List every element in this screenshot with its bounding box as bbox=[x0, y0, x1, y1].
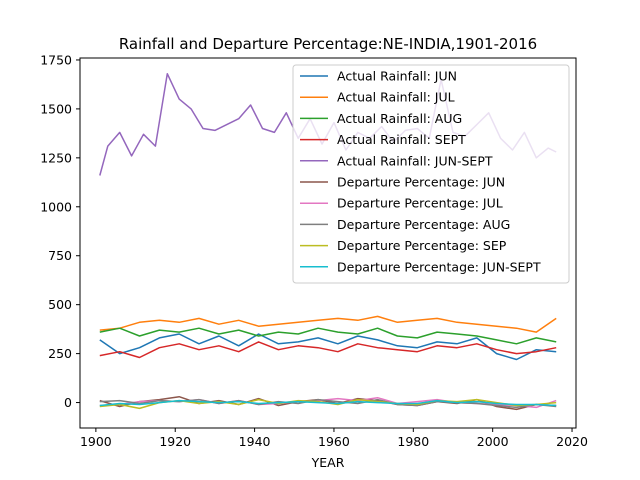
x-tick-label: 1920 bbox=[159, 434, 191, 449]
x-tick-label: 1960 bbox=[318, 434, 350, 449]
x-axis-label: YEAR bbox=[311, 455, 345, 470]
x-tick-label: 1940 bbox=[239, 434, 271, 449]
series-line-10 bbox=[99, 399, 557, 407]
x-tick-label: 2020 bbox=[556, 434, 588, 449]
series-line-3 bbox=[99, 327, 557, 345]
legend-label: Actual Rainfall: JUL bbox=[337, 90, 455, 105]
y-tick-label: 250 bbox=[48, 346, 72, 361]
plot-frame bbox=[79, 57, 577, 429]
x-axis: 1900 1920 1940 1960 1980 2000 2020 bbox=[80, 428, 588, 449]
x-tick-label: 2000 bbox=[477, 434, 509, 449]
legend-label: Actual Rainfall: AUG bbox=[337, 111, 462, 126]
y-tick-label: 1500 bbox=[40, 101, 72, 116]
series-line-2 bbox=[99, 315, 557, 333]
y-tick-label: 0 bbox=[64, 395, 72, 410]
y-axis: 0 250 500 750 1000 1250 1500 1750 bbox=[40, 52, 80, 410]
legend-label: Departure Percentage: JUL bbox=[337, 196, 503, 211]
legend: Actual Rainfall: JUN Actual Rainfall: JUL… bbox=[292, 64, 570, 284]
y-tick-label: 1000 bbox=[40, 199, 72, 214]
legend-label: Actual Rainfall: JUN-SEPT bbox=[337, 153, 493, 168]
legend-label: Departure Percentage: JUN-SEPT bbox=[337, 259, 541, 274]
series-line-4 bbox=[99, 341, 557, 359]
series-line-1 bbox=[99, 333, 557, 361]
y-tick-label: 500 bbox=[48, 297, 72, 312]
x-tick-label: 1900 bbox=[80, 434, 112, 449]
y-tick-label: 1750 bbox=[40, 52, 72, 67]
y-tick-label: 750 bbox=[48, 248, 72, 263]
legend-label: Actual Rainfall: SEPT bbox=[337, 132, 466, 147]
legend-label: Departure Percentage: JUN bbox=[337, 175, 505, 190]
legend-label: Departure Percentage: SEP bbox=[337, 238, 507, 253]
legend-label: Departure Percentage: AUG bbox=[337, 217, 510, 232]
legend-box bbox=[292, 64, 570, 284]
chart-title: Rainfall and Departure Percentage:NE-IND… bbox=[119, 35, 537, 53]
y-tick-label: 1250 bbox=[40, 150, 72, 165]
x-tick-label: 1980 bbox=[397, 434, 429, 449]
legend-label: Actual Rainfall: JUN bbox=[337, 69, 457, 84]
